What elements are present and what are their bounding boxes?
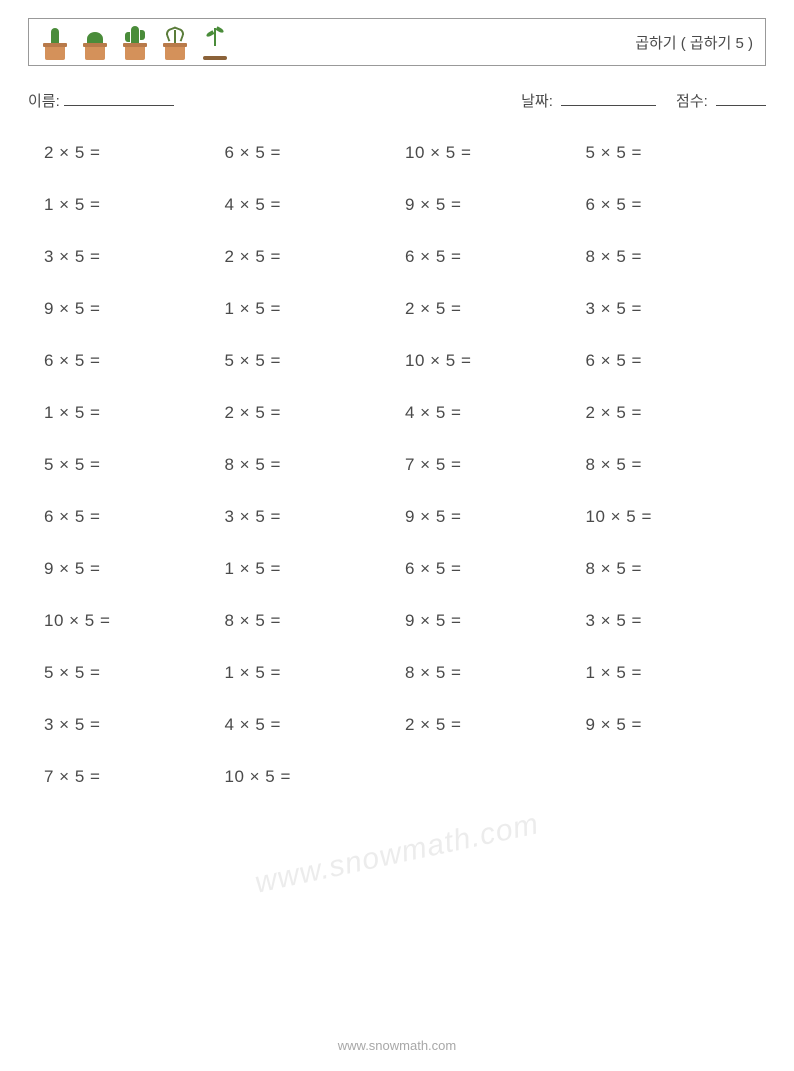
problem-cell: 1 × 5 = xyxy=(225,559,406,579)
problem-cell: 9 × 5 = xyxy=(405,195,586,215)
problem-cell: 5 × 5 = xyxy=(44,455,225,475)
watermark: www.snowmath.com xyxy=(252,807,542,900)
problem-cell: 9 × 5 = xyxy=(405,611,586,631)
problem-cell: 8 × 5 = xyxy=(405,663,586,683)
problem-cell: 3 × 5 = xyxy=(44,247,225,267)
problem-cell: 9 × 5 = xyxy=(44,559,225,579)
problem-cell: 2 × 5 = xyxy=(586,403,767,423)
name-blank xyxy=(64,90,174,106)
problem-cell: 10 × 5 = xyxy=(44,611,225,631)
sprout-icon xyxy=(201,24,229,60)
problem-cell: 5 × 5 = xyxy=(225,351,406,371)
date-blank xyxy=(561,90,656,106)
problem-cell xyxy=(586,767,767,787)
score-blank xyxy=(716,90,766,106)
problem-cell: 2 × 5 = xyxy=(44,143,225,163)
problem-cell: 1 × 5 = xyxy=(225,299,406,319)
problem-cell: 1 × 5 = xyxy=(225,663,406,683)
problem-cell: 6 × 5 = xyxy=(586,195,767,215)
problem-cell: 6 × 5 = xyxy=(405,559,586,579)
name-label: 이름: xyxy=(28,90,60,111)
problem-cell: 2 × 5 = xyxy=(405,299,586,319)
problem-cell: 4 × 5 = xyxy=(405,403,586,423)
footer-url: www.snowmath.com xyxy=(0,1038,794,1053)
problem-cell: 1 × 5 = xyxy=(586,663,767,683)
wilted-plant-icon xyxy=(161,24,189,60)
problem-cell: 4 × 5 = xyxy=(225,195,406,215)
problem-cell: 7 × 5 = xyxy=(405,455,586,475)
plant-icons xyxy=(41,24,229,60)
cactus-round-icon xyxy=(81,24,109,60)
problem-cell: 2 × 5 = xyxy=(225,247,406,267)
problem-cell: 8 × 5 = xyxy=(586,455,767,475)
problem-cell: 3 × 5 = xyxy=(225,507,406,527)
problem-cell xyxy=(405,767,586,787)
problem-cell: 1 × 5 = xyxy=(44,195,225,215)
problem-cell: 6 × 5 = xyxy=(225,143,406,163)
problem-cell: 10 × 5 = xyxy=(405,351,586,371)
problem-cell: 9 × 5 = xyxy=(405,507,586,527)
problem-cell: 6 × 5 = xyxy=(44,351,225,371)
problem-cell: 3 × 5 = xyxy=(44,715,225,735)
problem-cell: 3 × 5 = xyxy=(586,299,767,319)
header-box: 곱하기 ( 곱하기 5 ) xyxy=(28,18,766,66)
info-row: 이름: 날짜: 점수: xyxy=(28,90,766,111)
problem-cell: 9 × 5 = xyxy=(44,299,225,319)
problem-cell: 8 × 5 = xyxy=(586,559,767,579)
problem-cell: 10 × 5 = xyxy=(586,507,767,527)
problem-cell: 6 × 5 = xyxy=(405,247,586,267)
cactus-icon xyxy=(41,24,69,60)
problem-cell: 3 × 5 = xyxy=(586,611,767,631)
problem-cell: 5 × 5 = xyxy=(586,143,767,163)
problem-cell: 2 × 5 = xyxy=(225,403,406,423)
problem-cell: 6 × 5 = xyxy=(586,351,767,371)
problem-cell: 8 × 5 = xyxy=(225,611,406,631)
problem-cell: 5 × 5 = xyxy=(44,663,225,683)
cactus-arms-icon xyxy=(121,24,149,60)
problem-cell: 2 × 5 = xyxy=(405,715,586,735)
problem-cell: 7 × 5 = xyxy=(44,767,225,787)
problem-cell: 9 × 5 = xyxy=(586,715,767,735)
problem-cell: 8 × 5 = xyxy=(225,455,406,475)
problem-cell: 1 × 5 = xyxy=(44,403,225,423)
problems-grid: 2 × 5 =6 × 5 =10 × 5 =5 × 5 =1 × 5 =4 × … xyxy=(44,143,766,787)
problem-cell: 6 × 5 = xyxy=(44,507,225,527)
worksheet-title: 곱하기 ( 곱하기 5 ) xyxy=(635,32,753,53)
problem-cell: 10 × 5 = xyxy=(405,143,586,163)
date-label: 날짜: xyxy=(521,93,553,110)
score-label: 점수: xyxy=(676,93,708,110)
problem-cell: 10 × 5 = xyxy=(225,767,406,787)
problem-cell: 8 × 5 = xyxy=(586,247,767,267)
problem-cell: 4 × 5 = xyxy=(225,715,406,735)
